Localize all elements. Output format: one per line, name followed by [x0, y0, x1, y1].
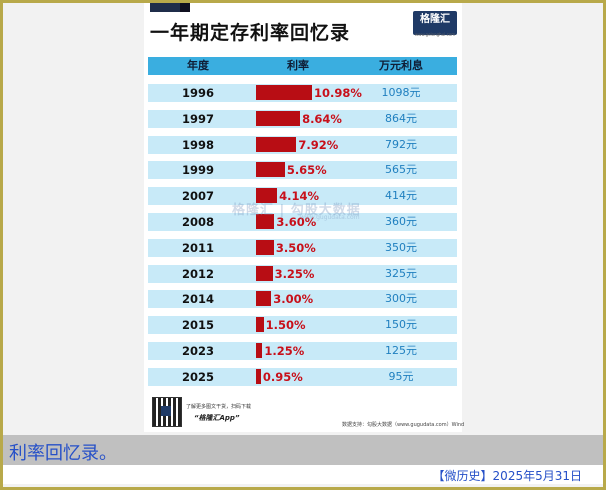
caption-text: 利率回忆录。 [9, 443, 117, 464]
rate-label: 7.92% [298, 137, 339, 152]
rate-label: 4.14% [279, 189, 320, 204]
rate-bar [256, 317, 264, 333]
data-source: 数据支持：勾股大数据（www.gugudata.com）Wind [342, 422, 465, 428]
table-row: 2007 4.14% 414元 [148, 187, 457, 206]
table-row: 1996 10.98% 1098元 [148, 84, 457, 102]
rate-bar [256, 265, 273, 281]
interest-label: 125元 [385, 344, 417, 357]
header-year: 年度 [187, 59, 209, 72]
rate-bar [256, 214, 275, 229]
chart-title: 一年期定存利率回忆录 [150, 22, 351, 44]
year-label: 1998 [181, 137, 214, 152]
rate-bar [256, 368, 261, 384]
qr-code-icon [152, 397, 182, 427]
rate-label: 1.25% [264, 344, 305, 358]
table-row: 1999 5.65% 565元 [148, 161, 457, 180]
top-accent [150, 3, 190, 12]
interest-label: 360元 [385, 215, 417, 228]
rate-label: 3.25% [274, 266, 315, 281]
table-row: 1998 7.92% 792元 [148, 135, 457, 154]
interest-label: 95元 [388, 369, 414, 383]
header-interest: 万元利息 [379, 59, 423, 72]
interest-label: 150元 [385, 318, 417, 332]
interest-label: 1098元 [381, 86, 421, 99]
table-header: 年度 利率 万元利息 [148, 57, 457, 75]
rate-label: 5.65% [286, 163, 327, 178]
interest-label: 864元 [385, 111, 417, 125]
interest-label: 350元 [385, 240, 417, 254]
source-tag: 【微历史】2025年5月31日 [432, 469, 582, 483]
brand-logo: 格隆汇 [413, 11, 457, 35]
table-row: 2025 0.95% 95元 [148, 367, 457, 386]
rate-bar [256, 188, 278, 204]
interest-label: 325元 [385, 266, 417, 280]
year-label: 2007 [181, 189, 214, 204]
logo-text: 格隆汇 [420, 14, 450, 25]
interest-label: 792元 [385, 137, 417, 151]
rate-bar [256, 343, 263, 358]
year-label: 2008 [181, 215, 214, 229]
table-row: 2023 1.25% 125元 [148, 342, 457, 360]
rate-label: 3.60% [276, 215, 317, 229]
qr-logo-icon [161, 406, 171, 416]
interest-label: 414元 [385, 189, 417, 203]
download-hint: 了解更多图文干货，扫码下载 [186, 404, 252, 410]
rate-label: 10.98% [314, 86, 362, 100]
year-label: 2012 [181, 266, 214, 281]
year-label: 2023 [181, 344, 214, 358]
rate-label: 1.50% [265, 318, 306, 333]
app-name: “格隆汇App” [194, 414, 240, 422]
table-row: 2008 3.60% 360元 [148, 213, 457, 231]
header-rate: 利率 [287, 59, 309, 72]
year-label: 2011 [181, 240, 214, 255]
table-row: 2015 1.50% 150元 [148, 316, 457, 335]
caption-bar [3, 435, 603, 465]
rate-bar [256, 239, 274, 255]
top-accent-dark [180, 3, 190, 12]
year-label: 1997 [181, 111, 214, 126]
watermark-url: www.gugudata.com [300, 214, 360, 221]
rate-bar [256, 136, 297, 152]
year-label: 1996 [181, 86, 214, 100]
table-row: 2011 3.50% 350元 [148, 238, 457, 257]
rate-bar [256, 291, 272, 307]
rate-label: 3.00% [273, 292, 314, 307]
rate-bar [256, 162, 285, 178]
table-row: 1997 8.64% 864元 [148, 109, 457, 128]
table-row: 2014 3.00% 300元 [148, 290, 457, 309]
year-label: 2025 [181, 369, 214, 384]
table-row: 2012 3.25% 325元 [148, 264, 457, 283]
interest-label: 565元 [385, 163, 417, 177]
rate-label: 3.50% [275, 240, 316, 255]
interest-label: 300元 [385, 292, 417, 306]
year-label: 2015 [181, 318, 214, 333]
year-label: 2014 [181, 292, 214, 307]
logo-url: www.gelonghui.com [414, 32, 456, 37]
rate-bar [256, 110, 301, 126]
year-label: 1999 [181, 163, 214, 178]
rate-label: 8.64% [302, 111, 342, 126]
rate-bar [256, 85, 312, 100]
footer-bar [3, 465, 603, 484]
rate-label: 0.95% [262, 369, 303, 384]
watermark: 格隆汇 | 勾股大数据 [232, 203, 361, 218]
